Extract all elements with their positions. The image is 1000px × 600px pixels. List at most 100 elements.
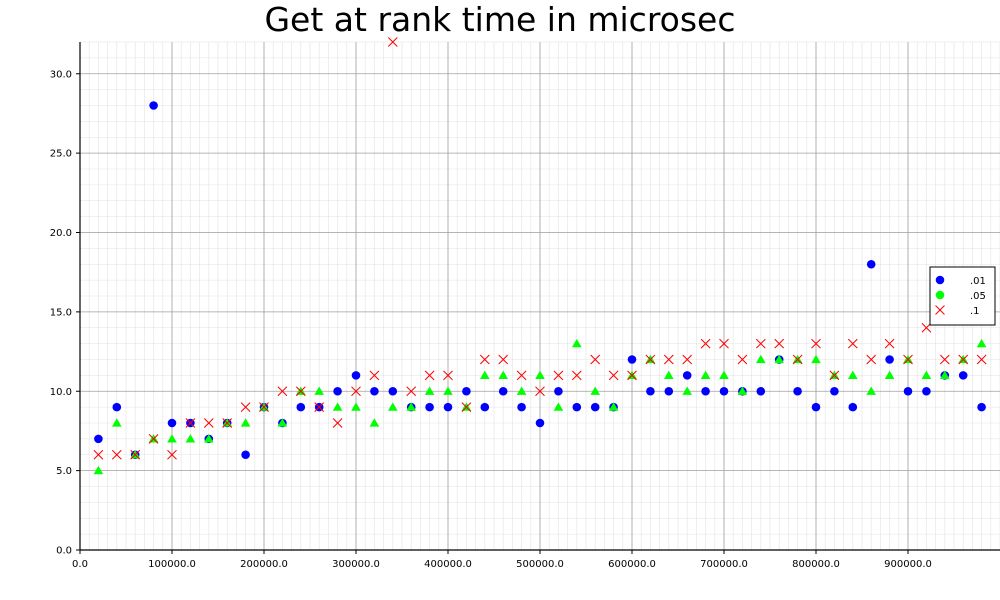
data-point — [277, 418, 288, 427]
data-point — [572, 402, 582, 412]
data-point — [756, 386, 766, 396]
legend-marker — [935, 275, 945, 285]
data-point — [645, 354, 656, 365]
data-point — [608, 402, 619, 411]
data-point — [719, 370, 729, 379]
data-point — [461, 402, 472, 412]
data-point — [480, 402, 490, 412]
data-point — [848, 370, 858, 379]
data-point — [314, 386, 324, 395]
data-point — [866, 354, 877, 365]
data-point — [719, 386, 729, 396]
data-point — [756, 354, 766, 364]
axes — [76, 42, 1000, 554]
data-point — [793, 386, 802, 396]
data-point — [351, 386, 361, 397]
data-point — [646, 386, 655, 396]
data-point — [847, 338, 858, 349]
data-point — [149, 101, 158, 110]
data-point — [424, 370, 435, 381]
data-point — [701, 386, 710, 396]
data-point — [903, 354, 913, 365]
data-point — [241, 450, 250, 460]
data-point — [222, 418, 233, 428]
x-tick-label: 400000.0 — [424, 559, 472, 570]
data-point — [388, 402, 398, 411]
data-point — [535, 370, 545, 379]
data-point — [755, 338, 766, 349]
data-point — [185, 418, 196, 428]
data-point — [462, 386, 471, 396]
x-tick-label: 300000.0 — [332, 559, 380, 570]
data-point — [295, 386, 306, 397]
data-point — [682, 371, 692, 380]
data-point — [479, 354, 490, 365]
data-point — [112, 402, 122, 412]
data-point — [682, 354, 693, 365]
data-point — [332, 418, 343, 428]
data-point — [259, 402, 269, 412]
legend-label: .05 — [970, 291, 986, 302]
data-point — [443, 386, 453, 395]
data-point — [921, 370, 932, 379]
data-point — [277, 386, 288, 397]
data-point — [682, 386, 692, 395]
series-p01 — [94, 101, 986, 460]
data-point — [700, 370, 711, 379]
data-point — [387, 37, 398, 47]
data-point — [829, 370, 840, 381]
data-point — [443, 370, 453, 381]
legend-marker — [935, 290, 945, 300]
data-point — [811, 338, 821, 349]
data-point — [351, 371, 361, 380]
series-p05 — [93, 338, 987, 475]
x-tick-label: 100000.0 — [148, 559, 196, 570]
data-point — [737, 354, 748, 365]
data-point — [627, 370, 637, 381]
data-point — [296, 402, 306, 412]
x-tick-label: 800000.0 — [792, 559, 840, 570]
data-point — [406, 402, 416, 411]
x-tick-label: 0.0 — [72, 559, 88, 570]
data-point — [167, 449, 177, 460]
data-point — [94, 434, 103, 444]
data-point — [590, 402, 600, 412]
data-point — [866, 259, 876, 269]
data-point — [866, 386, 876, 395]
data-point — [663, 354, 674, 365]
data-marks — [93, 37, 987, 475]
data-point — [664, 370, 674, 379]
data-point — [977, 402, 986, 412]
data-point — [185, 434, 196, 443]
data-point — [333, 386, 342, 396]
data-point — [516, 370, 527, 381]
data-point — [830, 386, 839, 396]
data-point — [369, 370, 380, 381]
y-tick-label: 30.0 — [50, 69, 72, 80]
tick-labels: 0.0 100000.0 200000.0 300000.0 400000.0 50000… — [50, 69, 932, 570]
data-point — [498, 370, 508, 379]
data-point — [976, 338, 987, 348]
data-point — [406, 386, 417, 397]
data-point — [774, 338, 785, 349]
data-point — [958, 371, 968, 380]
data-point — [425, 402, 434, 412]
data-point — [93, 465, 104, 475]
x-tick-label: 500000.0 — [516, 559, 564, 570]
series-p1 — [93, 37, 987, 460]
data-point — [737, 386, 748, 395]
data-point — [811, 402, 821, 412]
data-point — [903, 386, 913, 396]
data-point — [608, 370, 619, 381]
data-point — [590, 386, 600, 395]
data-point — [590, 354, 601, 365]
data-point — [112, 418, 122, 427]
legend-marker — [935, 305, 945, 315]
data-point — [314, 402, 325, 412]
data-point — [700, 338, 711, 349]
data-point — [792, 354, 803, 365]
data-point — [130, 449, 141, 460]
data-point — [940, 370, 950, 379]
data-point — [535, 418, 545, 428]
